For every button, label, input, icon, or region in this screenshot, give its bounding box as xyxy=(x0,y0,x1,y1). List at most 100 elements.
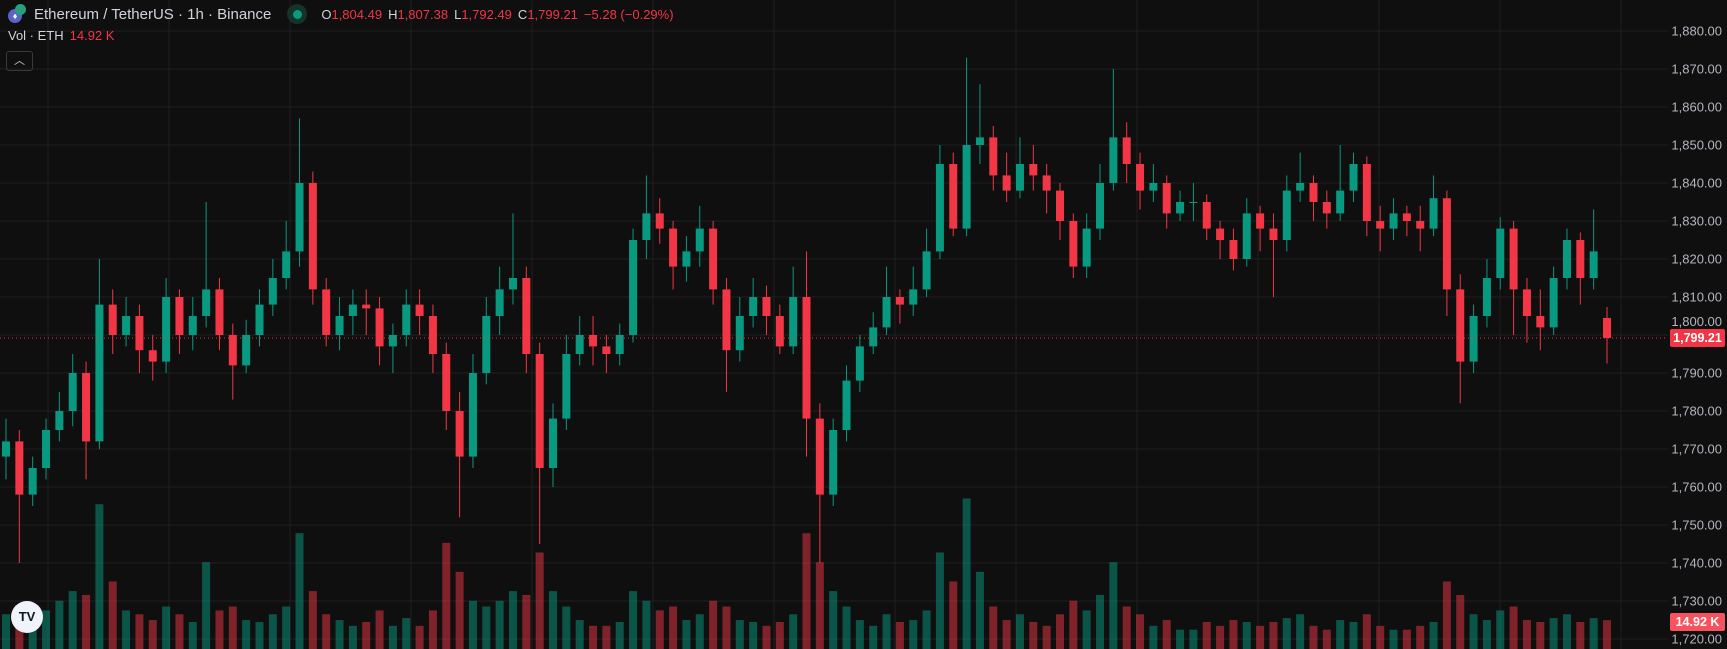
volume-bar xyxy=(522,594,531,649)
close-value: 1,799.21 xyxy=(527,6,578,22)
candle-body xyxy=(695,228,704,252)
candle-body xyxy=(1536,316,1545,328)
candle-body xyxy=(1242,213,1251,259)
candle-body xyxy=(949,164,958,229)
candle-body xyxy=(215,289,224,335)
volume-bar xyxy=(1216,625,1225,649)
candle-body xyxy=(1002,175,1011,191)
candle-body xyxy=(522,278,531,354)
volume-bar xyxy=(1082,610,1091,649)
candle-body xyxy=(1522,289,1531,316)
candle-body xyxy=(735,316,744,351)
volume-bar xyxy=(1429,621,1438,649)
volume-bar xyxy=(1149,625,1158,649)
candle-body xyxy=(549,418,558,468)
candle-body xyxy=(1149,183,1158,191)
candle-body xyxy=(1496,228,1505,278)
candle-body xyxy=(1482,278,1491,316)
market-status-icon[interactable] xyxy=(287,4,308,24)
candle-body xyxy=(602,346,611,354)
volume-bar xyxy=(882,614,891,649)
price-tick-label: 1,890.00 xyxy=(1671,0,1722,1)
candle-body xyxy=(1136,164,1145,191)
candle-body xyxy=(895,297,904,305)
volume-bar xyxy=(28,620,37,649)
candle-body xyxy=(82,373,91,442)
ohlc-values: O1,804.49 H1,807.38 L1,792.49 C1,799.21 … xyxy=(321,7,673,22)
volume-bar xyxy=(1282,618,1291,649)
volume-bar xyxy=(1296,614,1305,649)
candle-body xyxy=(1469,316,1478,362)
volume-bar xyxy=(495,600,504,649)
candle-body xyxy=(1589,251,1598,278)
tradingview-logo[interactable]: TV xyxy=(11,601,43,633)
volume-bar xyxy=(122,610,131,649)
candle-body xyxy=(922,251,931,290)
volume-bar xyxy=(1029,621,1038,649)
volume-bar xyxy=(642,600,651,649)
candle-body xyxy=(482,316,491,373)
volume-bar xyxy=(148,620,157,649)
volume-bar xyxy=(615,621,624,649)
volume-bar xyxy=(789,614,798,649)
volume-bar xyxy=(1242,621,1251,649)
candle-body xyxy=(1082,228,1091,267)
volume-bar xyxy=(749,621,758,649)
volume-bar xyxy=(1349,621,1358,649)
volume-bar xyxy=(1109,562,1118,649)
volume-bar xyxy=(575,620,584,649)
candle-body xyxy=(629,240,638,335)
volume-bar xyxy=(1402,629,1411,649)
volume-bar xyxy=(975,571,984,649)
candle-body xyxy=(655,213,664,229)
volume-bar xyxy=(335,620,344,649)
volume-bar xyxy=(682,620,691,649)
volume-bar xyxy=(1456,594,1465,649)
price-tick-label: 1,820.00 xyxy=(1671,252,1722,267)
price-tick-label: 1,880.00 xyxy=(1671,24,1722,39)
volume-bar xyxy=(802,533,811,649)
collapse-legend-button[interactable]: ︿ xyxy=(6,51,33,71)
volume-bar xyxy=(815,562,824,649)
candle-body xyxy=(415,304,424,316)
volume-bar xyxy=(415,625,424,649)
candle-body xyxy=(562,354,571,419)
volume-bar xyxy=(402,618,411,649)
volume-bar xyxy=(375,610,384,649)
volume-bar xyxy=(1362,614,1371,649)
symbol-title[interactable]: Ethereum / TetherUS · 1h · Binance xyxy=(34,5,272,23)
candle-body xyxy=(1603,317,1611,339)
candle-body xyxy=(1069,221,1078,267)
candle-body xyxy=(1269,228,1278,240)
volume-bar xyxy=(722,606,731,649)
price-tick-label: 1,870.00 xyxy=(1671,62,1722,77)
volume-label[interactable]: Vol · ETH xyxy=(8,28,64,43)
volume-bar xyxy=(855,620,864,649)
price-tick-label: 1,750.00 xyxy=(1671,518,1722,533)
volume-bar xyxy=(1189,629,1198,649)
volume-bar xyxy=(428,610,437,649)
grid xyxy=(0,0,1668,649)
candle-body xyxy=(495,289,504,316)
volume-bar xyxy=(669,606,678,649)
candle-body xyxy=(55,411,64,430)
volume-bar xyxy=(589,625,598,649)
volume-bar xyxy=(1469,614,1478,649)
volume-bar xyxy=(55,600,64,649)
candle-body xyxy=(362,304,371,309)
candle-body xyxy=(268,278,277,305)
volume-bar xyxy=(1122,606,1131,649)
volume-bar xyxy=(695,614,704,649)
price-axis[interactable]: 1,890.00 1,880.00 1,870.00 1,860.00 1,850.00… xyxy=(1668,0,1727,649)
candle-body xyxy=(775,316,784,347)
candle-body xyxy=(1389,213,1398,229)
volume-bar xyxy=(508,591,517,649)
candle-body xyxy=(1189,202,1198,203)
low-value: 1,792.49 xyxy=(461,6,512,22)
candle-body xyxy=(1456,289,1465,362)
volume-bar xyxy=(1336,620,1345,649)
candle-body xyxy=(68,373,77,411)
candle-body xyxy=(135,316,144,351)
candle-body xyxy=(1109,137,1118,183)
